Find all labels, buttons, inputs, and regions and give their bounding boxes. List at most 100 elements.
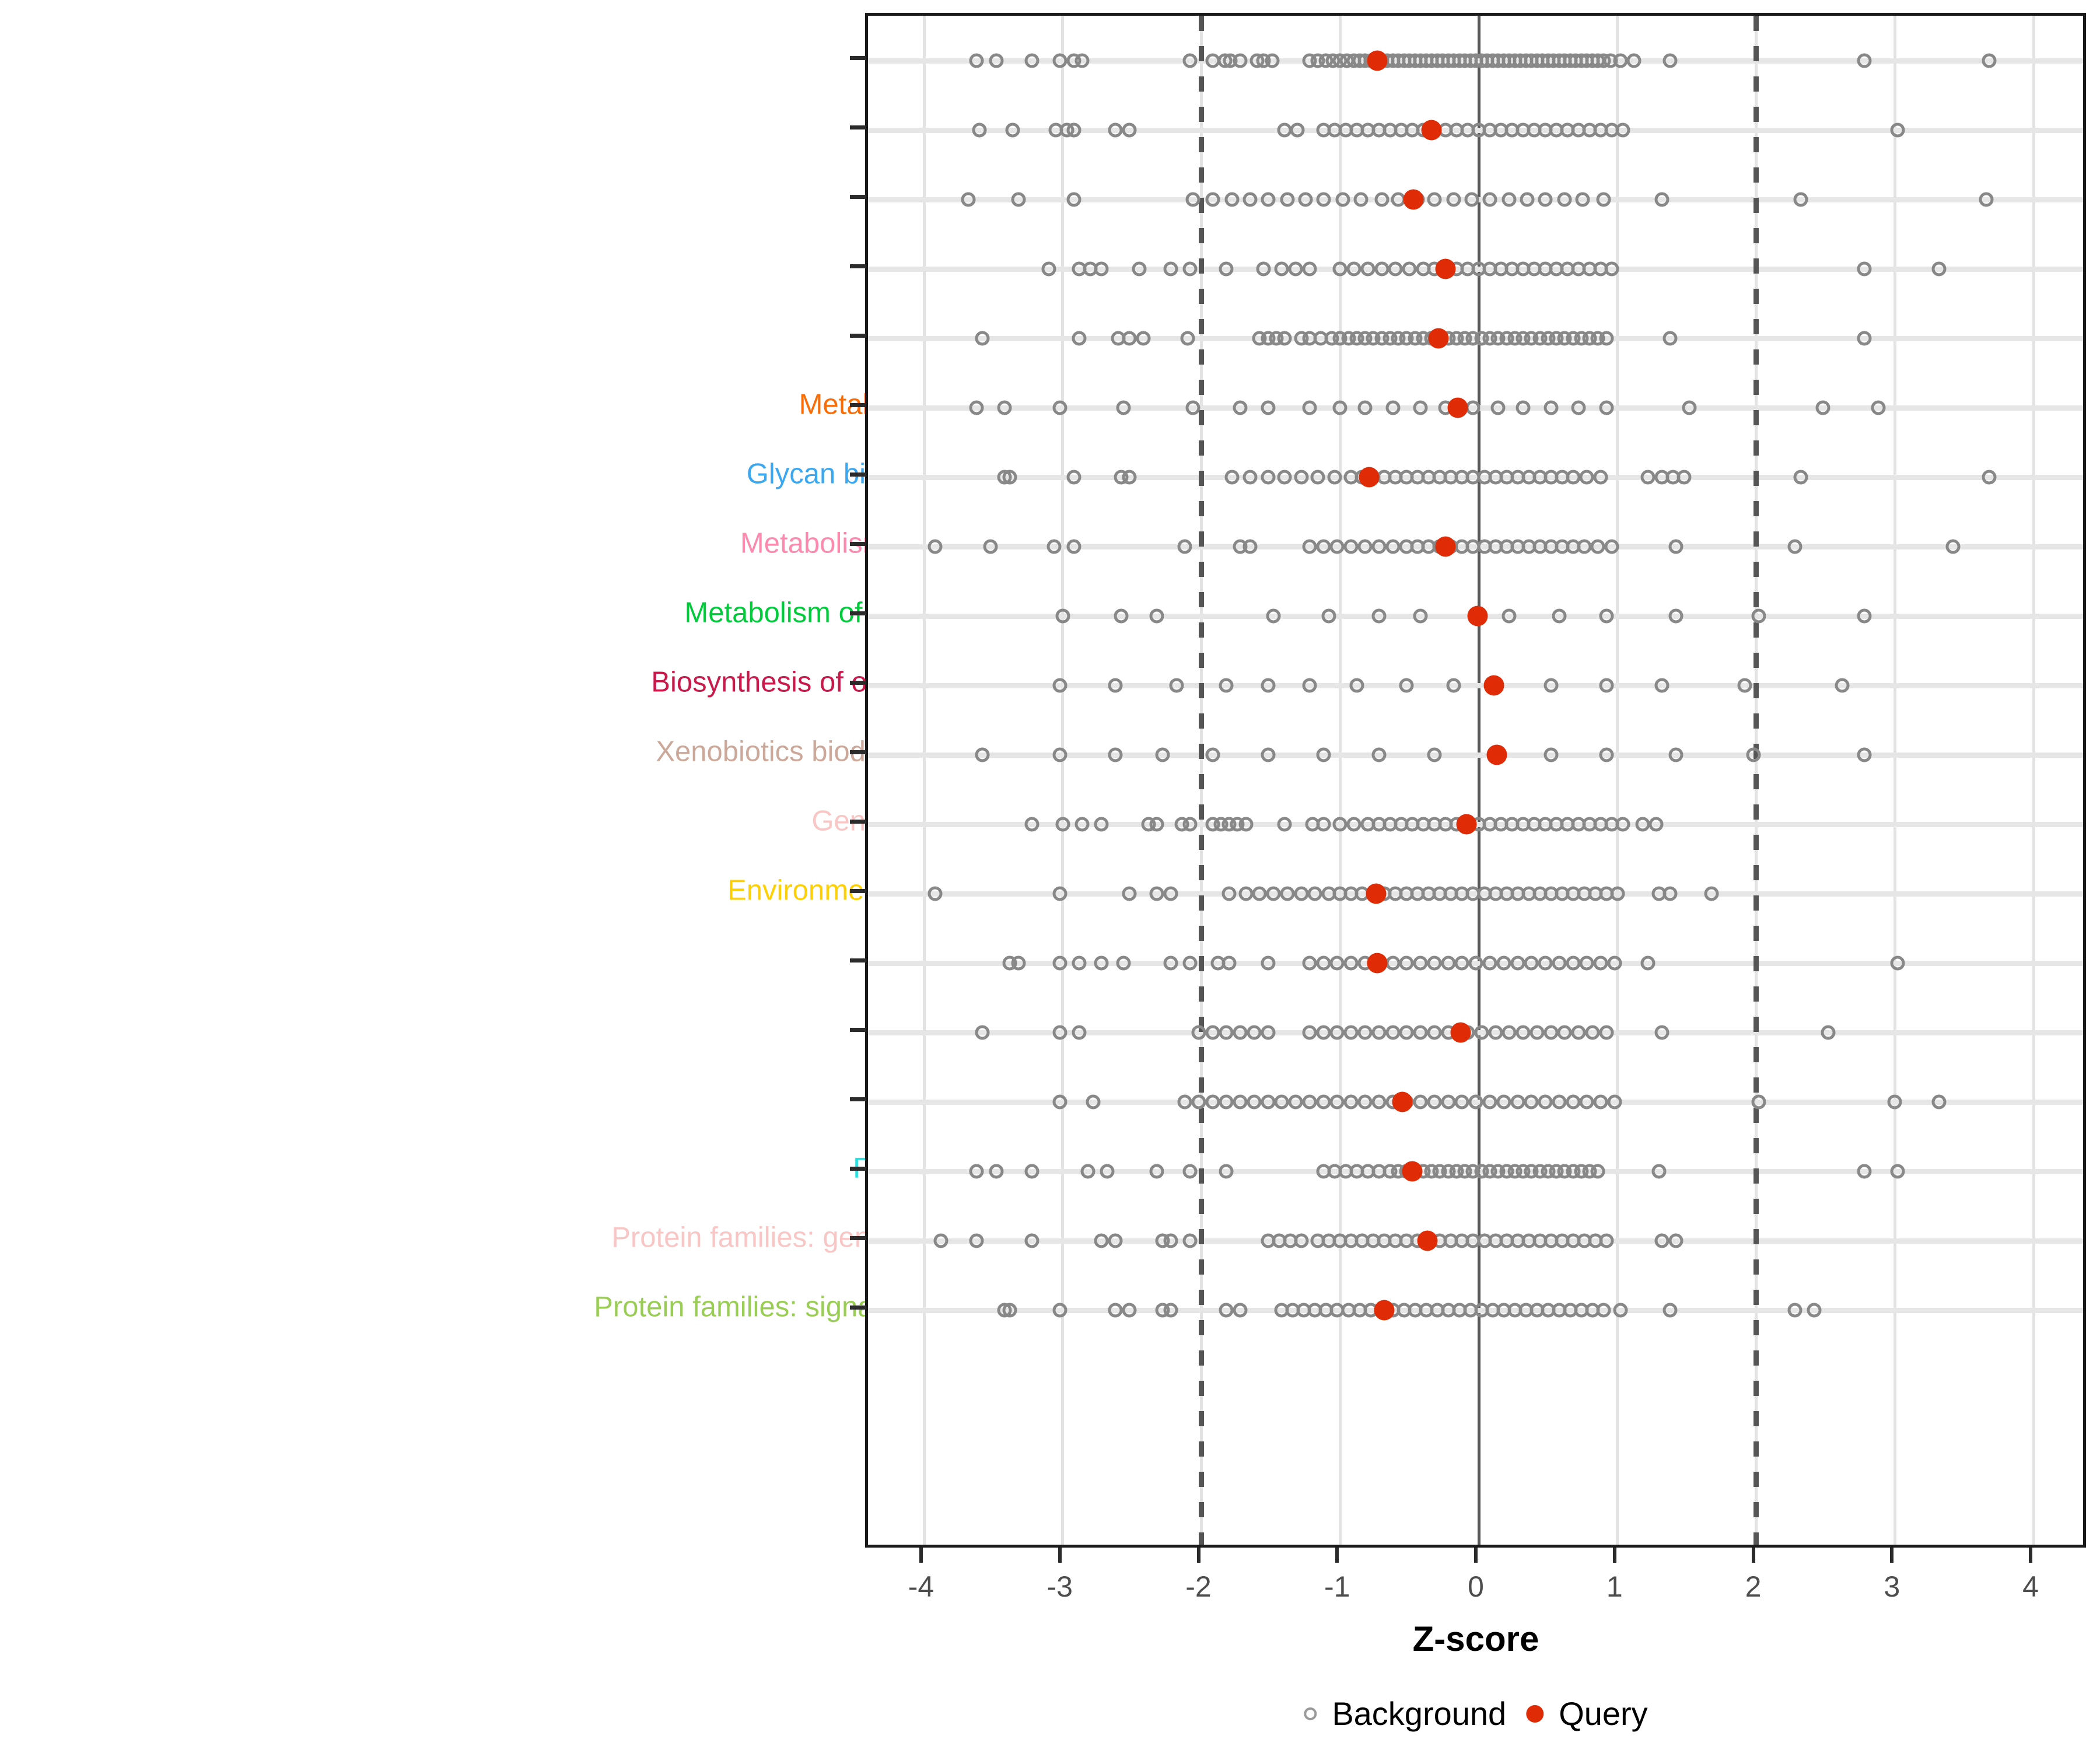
background-point [1746,747,1761,762]
background-point [1599,400,1614,415]
y-tick-mark [850,1097,866,1101]
query-point[interactable] [1428,328,1449,349]
y-tick-mark [850,541,866,546]
background-point [969,1164,984,1179]
background-point [1302,956,1317,971]
background-point [1593,956,1608,971]
background-point [1266,608,1281,624]
y-tick-mark [850,611,866,615]
background-point [1238,817,1254,832]
background-point [1343,956,1359,971]
background-point [1371,1094,1387,1110]
background-point [1261,678,1276,693]
background-point [1662,886,1678,901]
background-point [1371,539,1387,554]
query-point[interactable] [1421,120,1442,141]
background-point [1261,192,1276,207]
query-point[interactable] [1359,467,1380,488]
background-point [1626,53,1642,68]
background-point [1579,470,1594,485]
query-point[interactable] [1366,883,1387,904]
background-point [1072,331,1087,346]
background-point [928,539,943,554]
background-point [1502,192,1517,207]
background-point [1261,470,1276,485]
background-point [1242,539,1258,554]
background-point [1011,956,1026,971]
x-tick-mark [1196,1548,1200,1563]
background-point [1887,1094,1902,1110]
background-point [1654,1233,1670,1248]
y-tick-mark [850,680,866,685]
background-point [1604,261,1619,276]
query-point[interactable] [1392,1091,1413,1112]
query-point[interactable] [1486,744,1507,765]
background-point [1613,53,1628,68]
background-point [1080,1164,1096,1179]
background-point [1094,261,1109,276]
query-point[interactable] [1367,50,1388,71]
background-point [1427,192,1442,207]
background-point [1219,1164,1234,1179]
legend-item-background[interactable]: Background [1304,1695,1506,1732]
background-point [1288,261,1303,276]
background-point [1807,1303,1822,1318]
query-point[interactable] [1435,258,1456,279]
background-point [1094,1233,1109,1248]
background-point [1298,192,1313,207]
x-tick-mark [1058,1548,1062,1563]
background-point [1402,261,1417,276]
query-point[interactable] [1467,606,1488,626]
background-point [1094,956,1109,971]
background-point [1242,470,1258,485]
background-point [1468,956,1483,971]
background-point [1482,956,1497,971]
query-point[interactable] [1417,1230,1438,1251]
query-point[interactable] [1483,675,1504,696]
background-point [1024,817,1040,832]
background-point [1316,1094,1331,1110]
query-point[interactable] [1402,1161,1423,1182]
background-point [1302,400,1317,415]
background-point [1385,539,1401,554]
query-point[interactable] [1367,953,1388,974]
query-point[interactable] [1447,397,1468,418]
query-point[interactable] [1403,189,1424,210]
legend-item-query[interactable]: Query [1526,1695,1648,1732]
background-point [1024,53,1040,68]
background-point [1385,400,1401,415]
background-point [989,1164,1004,1179]
y-tick-mark [850,1166,866,1171]
background-point [1094,817,1109,832]
background-point [1185,400,1200,415]
background-point [1052,956,1068,971]
background-point [1668,747,1684,762]
query-point[interactable] [1456,814,1477,835]
background-point [1704,886,1719,901]
background-point [1613,1303,1628,1318]
query-point[interactable] [1374,1300,1395,1321]
background-point [1329,956,1345,971]
background-point [1454,1094,1469,1110]
background-point [1427,1094,1442,1110]
background-point [1302,539,1317,554]
background-point [1185,192,1200,207]
background-point [933,1233,949,1248]
background-point [1294,1233,1309,1248]
background-point [1066,539,1082,554]
x-tick-label: 0 [1468,1570,1484,1603]
background-point [1737,678,1752,693]
background-point [1488,1025,1503,1040]
background-point [1086,1094,1101,1110]
background-point [969,53,984,68]
background-point [1520,192,1535,207]
background-point [1163,1303,1178,1318]
y-tick-mark [850,1305,866,1310]
background-point [1579,1094,1594,1110]
background-point [1247,1025,1262,1040]
background-point [1261,1094,1276,1110]
background-point [1108,1233,1123,1248]
query-point[interactable] [1435,536,1456,557]
background-point [1979,192,1994,207]
query-point[interactable] [1450,1022,1471,1043]
